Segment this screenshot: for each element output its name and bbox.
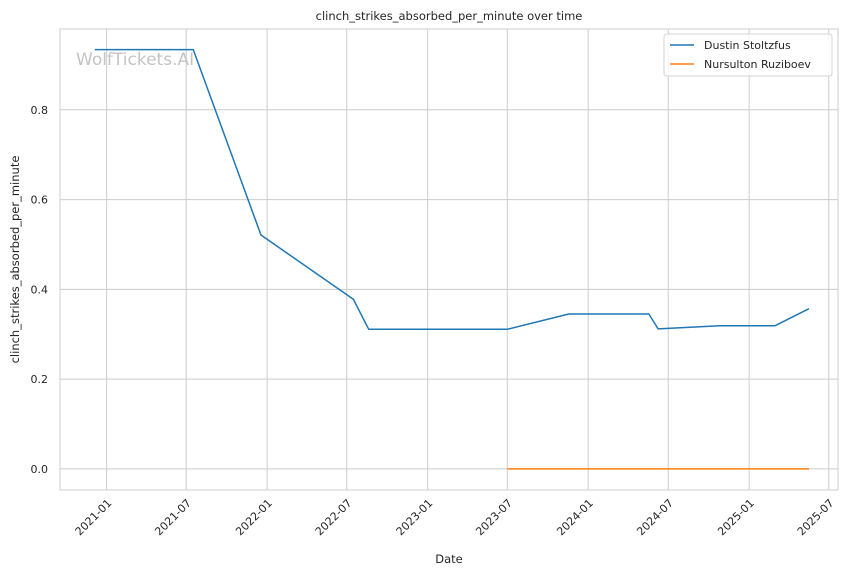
watermark-text: WolfTickets.AI <box>76 50 194 70</box>
y-tick-label: 0.8 <box>31 104 49 117</box>
gridlines <box>60 29 838 490</box>
y-tick-labels: 0.0 0.2 0.4 0.6 0.8 <box>31 104 49 476</box>
legend-box <box>663 33 833 77</box>
y-axis-title: clinch_strikes_absorbed_per_minute <box>8 156 22 364</box>
series-line-0 <box>94 48 810 331</box>
y-tick-label: 0.6 <box>31 194 49 207</box>
series-lines <box>94 48 810 470</box>
y-tick-label: 0.4 <box>31 283 49 296</box>
legend: Dustin Stoltzfus Nursulton Ruziboev <box>663 33 833 77</box>
plot-area-frame <box>59 28 839 491</box>
chart-title: clinch_strikes_absorbed_per_minute over … <box>316 9 583 23</box>
y-tick-label: 0.2 <box>31 373 49 386</box>
y-tick-label: 0.0 <box>31 463 49 476</box>
x-axis-title: Date <box>435 552 463 566</box>
legend-label-1: Nursulton Ruziboev <box>704 58 811 71</box>
legend-label-0: Dustin Stoltzfus <box>704 39 791 52</box>
